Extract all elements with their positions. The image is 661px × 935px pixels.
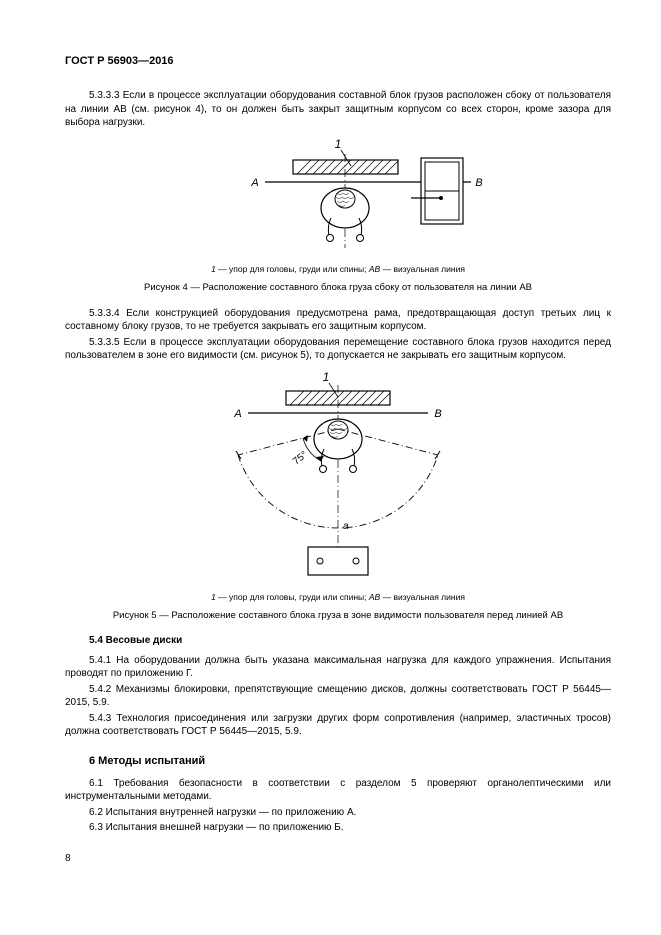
fig5-angle: 75° xyxy=(291,449,310,467)
fig4-caption: Рисунок 4 — Расположение составного блок… xyxy=(65,282,611,293)
para-543: 5.4.3 Технология присоединения или загру… xyxy=(65,712,611,739)
fig4-label-a: A xyxy=(250,177,258,189)
heading-5-4: 5.4 Весовые диски xyxy=(65,635,611,646)
para-542: 5.4.2 Механизмы блокировки, препятствующ… xyxy=(65,683,611,710)
heading-6: 6 Методы испытаний xyxy=(65,755,611,767)
fig4-label-1: 1 xyxy=(335,137,342,151)
para-61: 6.1 Требования безопасности в соответств… xyxy=(65,777,611,804)
page-number: 8 xyxy=(65,853,611,864)
para-62: 6.2 Испытания внутренней нагрузки — по п… xyxy=(65,806,611,820)
fig5-caption: Рисунок 5 — Расположение составного блок… xyxy=(65,610,611,621)
fig5-legend: 1 — упор для головы, груди или спины; AB… xyxy=(65,592,611,602)
figure-4-svg: 1 A B xyxy=(193,136,483,256)
figure-5-svg: 1 A B xyxy=(208,369,468,584)
figure-5: 1 A B xyxy=(65,369,611,584)
fig5-label-aa: a xyxy=(343,521,349,532)
para-5333-text: 5.3.3.3 Если в процессе эксплуатации обо… xyxy=(65,90,611,128)
fig4-legend: 1 — упор для головы, груди или спины; AB… xyxy=(65,264,611,274)
doc-header: ГОСТ Р 56903—2016 xyxy=(65,55,611,67)
fig5-label-a: A xyxy=(233,408,241,420)
para-542-text: 5.4.2 Механизмы блокировки, препятствующ… xyxy=(65,684,611,709)
fig5-label-1: 1 xyxy=(323,370,330,384)
heading-5-4-text: 5.4 Весовые диски xyxy=(89,635,182,646)
para-5335-text: 5.3.3.5 Если в процессе эксплуатации обо… xyxy=(65,337,611,362)
fig5-label-b: B xyxy=(434,408,441,420)
para-541: 5.4.1 На оборудовании должна быть указан… xyxy=(65,654,611,681)
para-61-text: 6.1 Требования безопасности в соответств… xyxy=(65,778,611,803)
para-543-text: 5.4.3 Технология присоединения или загру… xyxy=(65,713,611,738)
fig4-label-b: B xyxy=(475,177,482,189)
para-541-text: 5.4.1 На оборудовании должна быть указан… xyxy=(65,655,611,680)
para-5334: 5.3.3.4 Если конструкцией оборудования п… xyxy=(65,307,611,334)
para-5333: 5.3.3.3 Если в процессе эксплуатации обо… xyxy=(65,89,611,130)
para-62-text: 6.2 Испытания внутренней нагрузки — по п… xyxy=(89,807,356,818)
para-63: 6.3 Испытания внешней нагрузки — по прил… xyxy=(65,821,611,835)
para-63-text: 6.3 Испытания внешней нагрузки — по прил… xyxy=(89,822,344,833)
para-5334-text: 5.3.3.4 Если конструкцией оборудования п… xyxy=(65,308,611,333)
figure-4: 1 A B xyxy=(65,136,611,256)
heading-6-text: 6 Методы испытаний xyxy=(89,755,205,767)
para-5335: 5.3.3.5 Если в процессе эксплуатации обо… xyxy=(65,336,611,363)
